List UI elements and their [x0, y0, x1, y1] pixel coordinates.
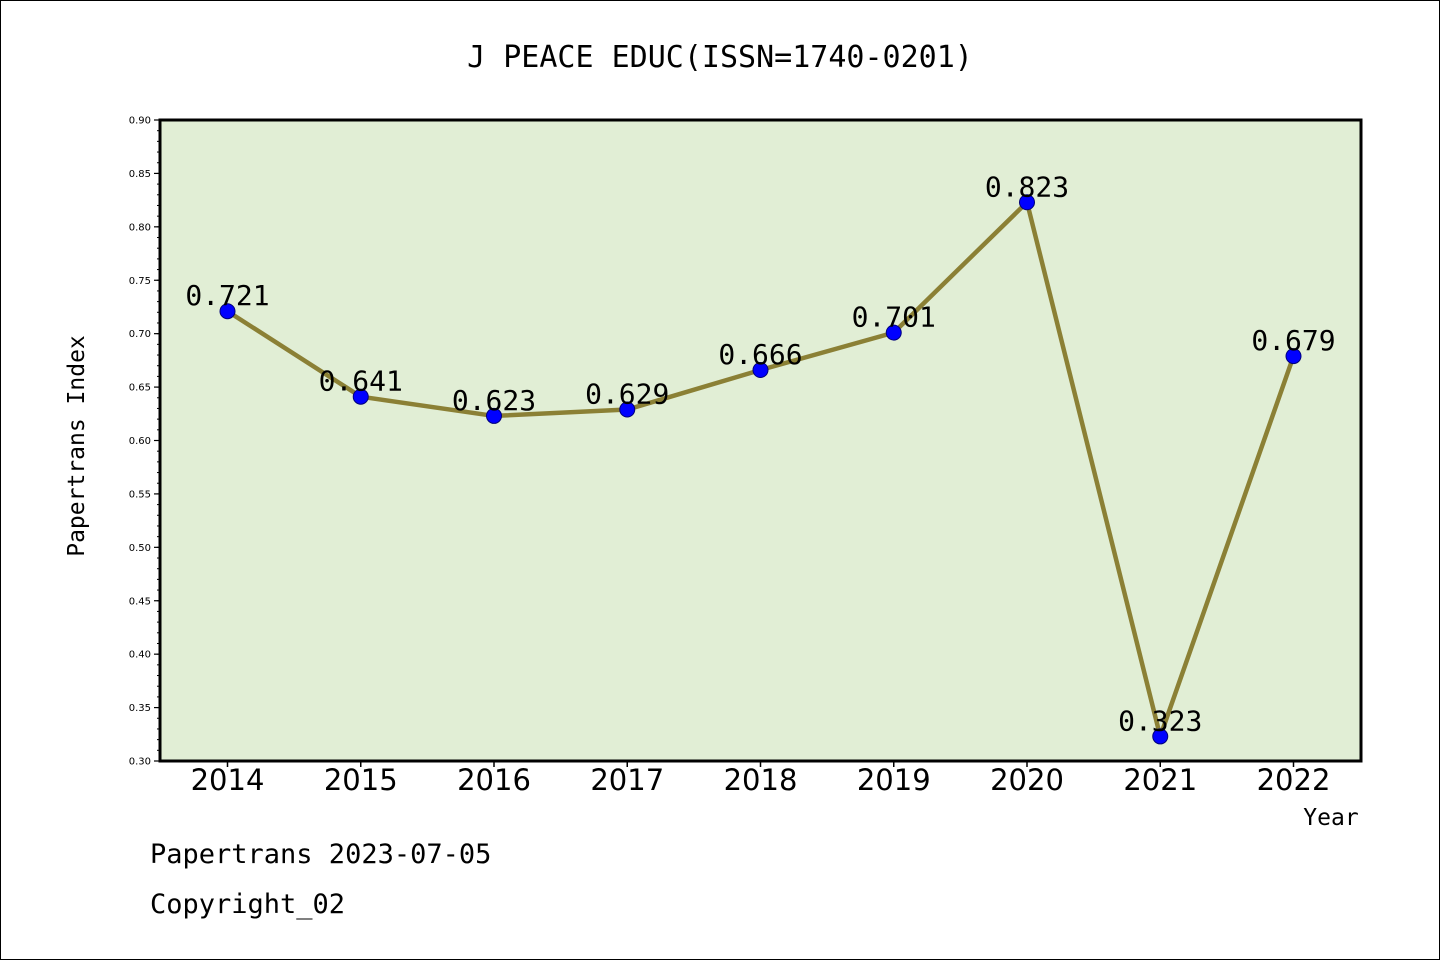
y-tick-label: 0.50: [129, 543, 151, 554]
x-tick-label: 2017: [590, 763, 664, 797]
footer-copyright: Copyright_02: [150, 889, 345, 920]
y-tick-label: 0.65: [129, 383, 151, 394]
data-label: 0.623: [452, 384, 536, 417]
x-tick-label: 2019: [857, 763, 931, 797]
y-tick-label: 0.30: [129, 757, 151, 768]
data-label: 0.323: [1118, 704, 1202, 737]
x-tick-label: 2014: [191, 763, 265, 797]
data-label: 0.629: [585, 378, 669, 411]
data-label: 0.666: [718, 338, 802, 371]
y-tick-label: 0.75: [129, 276, 151, 287]
chart-title: J PEACE EDUC(ISSN=1740-0201): [467, 40, 973, 75]
y-tick-label: 0.85: [129, 169, 151, 180]
y-tick-label: 0.70: [129, 329, 151, 340]
data-point: [1152, 728, 1169, 745]
data-point: [219, 303, 236, 320]
data-label: 0.823: [985, 170, 1069, 203]
data-markers: [219, 194, 1302, 745]
x-tick-label: 2020: [990, 763, 1064, 797]
x-axis: 2014 2015 2016 2017 2018 2019 2020 2021 2022: [191, 761, 1331, 797]
y-tick-label: 0.45: [129, 596, 151, 607]
data-point: [1019, 194, 1035, 211]
y-axis-label: Papertrans Index: [64, 335, 90, 557]
x-tick-label: 2021: [1123, 763, 1197, 797]
data-label: 0.701: [852, 301, 936, 334]
y-tick-label: 0.40: [129, 650, 151, 661]
y-axis: 0.30 0.35 0.40 0.45 0.50 0.55 0.60 0.65 0.70 0.75…: [129, 116, 160, 768]
data-point: [1285, 348, 1302, 365]
data-label: 0.721: [185, 279, 269, 312]
data-point: [885, 324, 902, 341]
y-tick-label: 0.80: [129, 222, 151, 233]
y-tick-label: 0.90: [129, 116, 151, 127]
x-tick-label: 2018: [724, 763, 798, 797]
x-tick-label: 2015: [324, 763, 398, 797]
footer-date: Papertrans 2023-07-05: [150, 839, 491, 870]
data-label: 0.641: [319, 365, 403, 398]
y-tick-label: 0.35: [129, 703, 151, 714]
x-tick-label: 2022: [1257, 763, 1331, 797]
data-label: 0.679: [1251, 324, 1335, 357]
x-axis-label: Year: [1303, 805, 1358, 831]
x-tick-label: 2016: [457, 763, 531, 797]
plot-area: [160, 120, 1361, 761]
y-tick-label: 0.60: [129, 436, 151, 447]
data-point: [486, 407, 502, 424]
data-point: [752, 361, 769, 378]
y-tick-label: 0.55: [129, 489, 151, 500]
data-point: [619, 401, 636, 418]
data-point: [352, 388, 369, 405]
plot-border: [158, 118, 1363, 763]
data-labels: 0.721 0.641 0.623 0.629 0.666 0.701 0.823 0.323…: [185, 170, 1335, 737]
